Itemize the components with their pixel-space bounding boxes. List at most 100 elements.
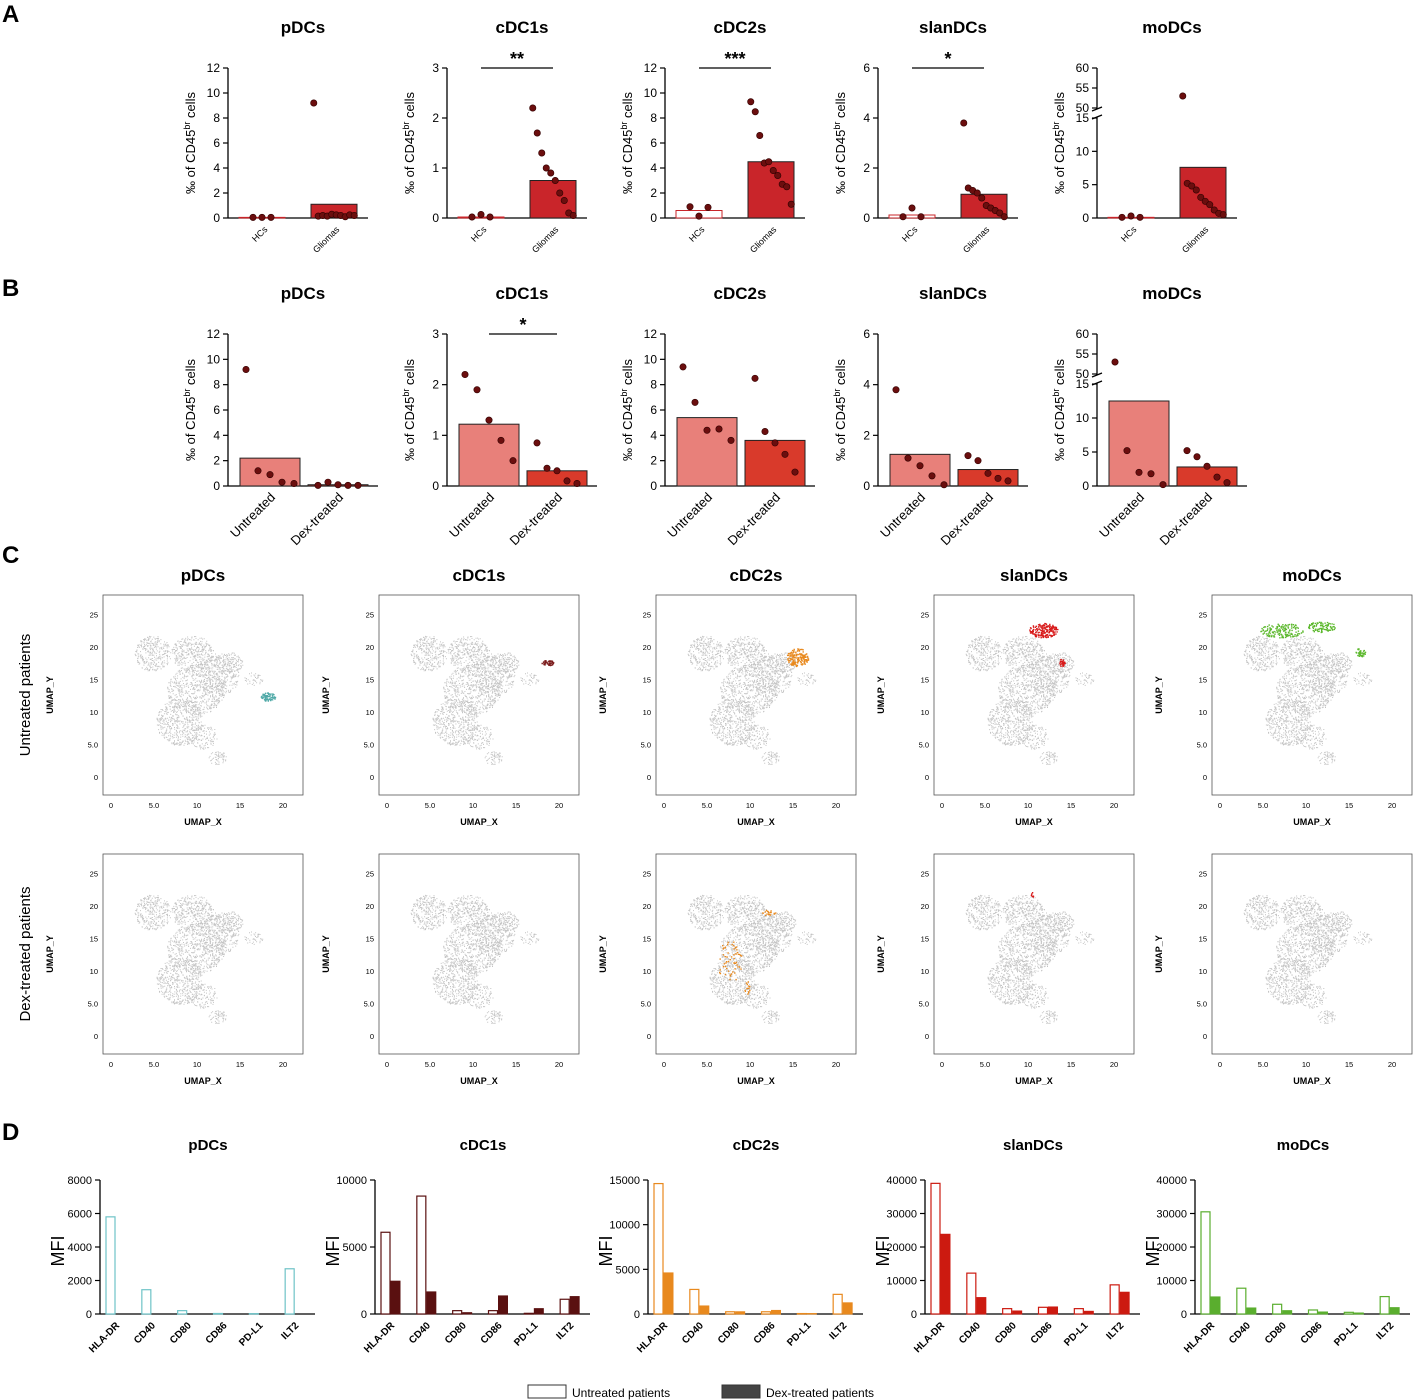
legend-dex-swatch (721, 1384, 761, 1399)
umap-y-tick: 10 (1199, 708, 1207, 717)
umap-cells-gray (410, 894, 540, 1024)
data-point (258, 213, 266, 221)
data-point (334, 481, 342, 489)
data-point (771, 439, 779, 447)
umap-y-tick: 5.0 (919, 1000, 929, 1009)
chart-a-pDCs: pDCs 0 2 4 6 8 10 12 ‰ of CD45br cells HCs Gliomas (182, 18, 368, 255)
mfi-y-tick-label: 20000 (886, 1242, 917, 1254)
umap-y-tick: 15 (366, 935, 374, 944)
data-point (538, 149, 546, 157)
data-point (984, 469, 992, 477)
panel-letter-c: C (2, 542, 19, 569)
y-tick-label: 4 (650, 161, 657, 175)
x-tick-label: Gliomas (530, 224, 561, 255)
umap-cells-highlight (541, 660, 555, 667)
chart-title: cDC1s (496, 284, 549, 303)
umap-plot-moDCs-dex: 0 5.0 10 15 20 0 5.0 10 15 20 25 UMAP_X UMAP_Y (1154, 853, 1413, 1086)
mfi-y-tick-label: 10000 (1156, 1276, 1187, 1288)
mfi-title: slanDCs (1003, 1137, 1063, 1154)
data-point (497, 436, 505, 444)
umap-y-tick: 10 (921, 708, 929, 717)
y-tick-label: 6 (863, 61, 870, 75)
mfi-x-tick-label: HLA-DR (912, 1320, 947, 1355)
y-tick-label: 0 (650, 479, 657, 493)
umap-y-tick: 25 (921, 611, 929, 620)
umap-y-tick: 5.0 (88, 741, 98, 750)
mfi-x-tick-label: PD-L1 (512, 1320, 541, 1349)
data-point (1206, 201, 1214, 209)
x-tick-label: Dex-treated (937, 490, 996, 549)
data-point (904, 454, 912, 462)
data-point (751, 374, 759, 382)
umap-frame (1211, 853, 1413, 1055)
y-tick-label: 2 (213, 186, 220, 200)
umap-x-tick: 0 (1218, 1060, 1222, 1069)
mfi-x-tick-label: HLA-DR (87, 1320, 122, 1355)
y-tick-label: 4 (863, 378, 870, 392)
mfi-bar-untreated (689, 1288, 700, 1315)
data-point (543, 464, 551, 472)
mfi-y-label: MFI (48, 1236, 68, 1267)
chart-title: cDC2s (714, 18, 767, 37)
umap-x-label: UMAP_X (737, 817, 775, 827)
y-tick-label: 15 (1076, 377, 1090, 391)
y-tick-label: 2 (863, 428, 870, 442)
mfi-bar-dex (1012, 1310, 1023, 1315)
data-point (751, 108, 759, 116)
mfi-bar-untreated (1073, 1308, 1084, 1315)
umap-y-tick: 10 (1199, 967, 1207, 976)
y-tick-label: 12 (644, 327, 658, 341)
umap-plot-slanDCs-untreated: 0 5.0 10 15 20 0 5.0 10 15 20 25 UMAP_X UMAP_Y (876, 594, 1135, 827)
mfi-x-tick-label: ILT2 (1104, 1320, 1126, 1342)
umap-y-tick: 5.0 (641, 741, 651, 750)
umap-y-tick: 25 (366, 870, 374, 879)
y-tick-label: 0 (1082, 211, 1089, 225)
y-tick-label: 55 (1076, 347, 1090, 361)
mfi-x-tick-label: HLA-DR (362, 1320, 397, 1355)
mfi-y-tick-label: 20000 (1156, 1242, 1187, 1254)
mfi-x-tick-label: CD40 (1227, 1320, 1253, 1346)
mfi-bar-untreated (1200, 1211, 1211, 1315)
data-point (509, 457, 517, 465)
bar-dex-treated (957, 469, 1019, 487)
x-tick-label: HCs (687, 224, 707, 244)
y-axis-label: ‰ of CD45br cells (1051, 359, 1067, 461)
umap-x-tick: 20 (832, 1060, 840, 1069)
y-tick-label: 10 (1076, 144, 1090, 158)
umap-cells-gray (1243, 635, 1373, 765)
umap-y-tick: 0 (1203, 1032, 1207, 1041)
mfi-y-tick-label: 8000 (68, 1175, 92, 1187)
data-point (715, 425, 723, 433)
umap-x-tick: 15 (236, 1060, 244, 1069)
data-point (344, 481, 352, 489)
y-axis-label: ‰ of CD45br cells (401, 92, 417, 194)
data-point (783, 183, 791, 191)
data-point (1118, 213, 1126, 221)
chart-title: slanDCs (919, 18, 987, 37)
umap-plot-cDC1s-untreated: 0 5.0 10 15 20 0 5.0 10 15 20 25 UMAP_X UMAP_Y (321, 594, 580, 827)
data-point (916, 462, 924, 470)
umap-y-tick: 25 (643, 611, 651, 620)
data-point (461, 371, 469, 379)
umap-cells-highlight (1029, 622, 1066, 668)
umap-x-tick: 5.0 (702, 1060, 712, 1069)
significance-label: *** (724, 49, 745, 69)
y-tick-label: 8 (650, 111, 657, 125)
x-tick-label: Gliomas (311, 224, 342, 255)
data-point (928, 472, 936, 480)
umap-cells-gray (965, 894, 1095, 1024)
data-point (1147, 470, 1155, 478)
umap-y-tick: 20 (643, 902, 651, 911)
data-point (254, 467, 262, 475)
mfi-bar-untreated (1379, 1295, 1390, 1315)
x-tick-label: Untreated (664, 490, 715, 541)
umap-y-tick: 15 (643, 676, 651, 685)
panel-letter-a: A (2, 1, 19, 28)
x-tick-label: Dex-treated (506, 490, 565, 549)
data-point (1203, 462, 1211, 470)
mfi-y-tick-label: 0 (634, 1309, 640, 1321)
bar-dex-treated (744, 439, 806, 487)
y-tick-label: 10 (1076, 411, 1090, 425)
